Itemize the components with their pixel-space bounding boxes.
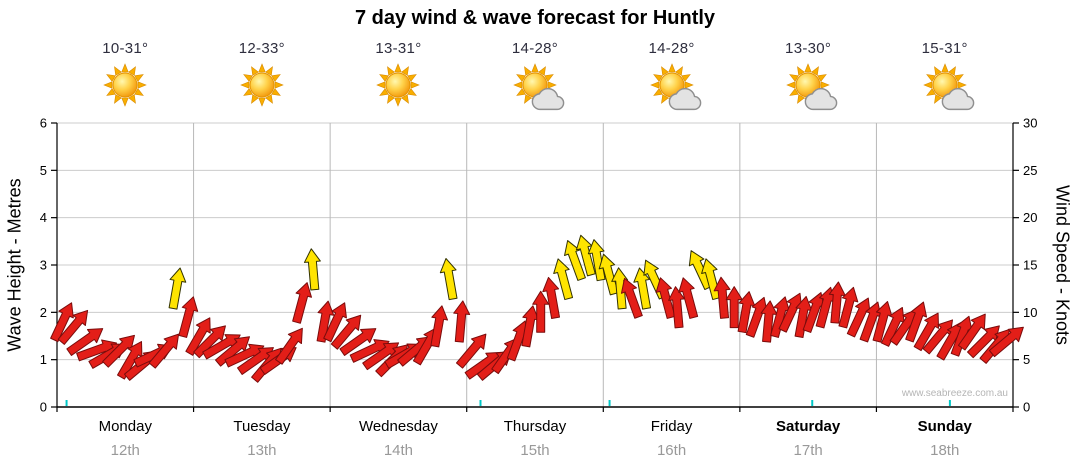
right-axis-title: Wind Speed - Knots [1052,184,1073,346]
wind-arrow [913,312,940,352]
wind-arrow [323,302,347,343]
wind-arrow [303,248,321,291]
day-label-saturday: Saturday [776,418,841,435]
day-date: 16th [657,442,686,459]
day-label-thursday: Thursday [504,418,567,435]
wind-arrow [542,276,561,319]
day-label-wednesday: Wednesday [359,418,438,435]
day-date: 15th [520,442,549,459]
watermark: www.seabreeze.com.au [901,388,1008,399]
left-axis-tick-label: 1 [40,352,47,367]
wind-arrow [688,250,713,291]
wind-arrow [178,296,199,338]
wind-arrow [339,328,377,356]
left-axis-tick-label: 5 [40,163,47,178]
wind-arrow [148,333,180,369]
wind-arrow [553,258,574,301]
wind-arrow [275,327,303,365]
day-date: 14th [384,442,413,459]
day-label-sunday: Sunday [918,418,973,435]
wind-arrow [988,326,1024,358]
right-axis-tick-label: 25 [1023,163,1037,178]
day-date: 18th [930,442,959,459]
wind-arrow [587,239,606,282]
wind-arrow [633,267,652,310]
wind-arrow [185,317,211,356]
right-axis-tick-label: 20 [1023,210,1037,225]
left-axis-tick-label: 4 [40,210,47,225]
wind-arrow [620,277,643,319]
day-date: 17th [794,442,823,459]
left-axis-tick-label: 0 [40,400,47,415]
wind-arrow [678,277,699,319]
wind-arrow [455,333,487,369]
right-axis-tick-label: 10 [1023,305,1037,320]
wind-arrow [57,309,89,345]
wind-arrow [168,267,187,310]
wind-arrow [50,302,74,343]
day-label-friday: Friday [651,418,693,435]
wind-arrow [838,286,859,329]
wind-arrow [532,290,550,333]
left-axis-tick-label: 3 [40,258,47,273]
wind-arrow [668,286,686,329]
wind-arrow [598,253,619,296]
right-axis-tick-label: 5 [1023,352,1030,367]
wind-arrow [564,240,586,281]
page-title: 7 day wind & wave forecast for Huntly [354,7,716,29]
wind-arrow [713,276,731,319]
wind-arrow [439,258,458,301]
wind-arrow [905,301,928,343]
day-label-monday: Monday [99,418,153,435]
day-label-tuesday: Tuesday [233,418,290,435]
right-axis-tick-label: 0 [1023,400,1030,415]
wind-arrow [453,300,471,343]
wind-arrow [330,314,362,350]
wind-arrow [193,325,226,359]
day-date: 13th [247,442,276,459]
wind-arrow [66,328,104,356]
wind-arrow [957,313,986,351]
wind-arrow [430,305,449,348]
left-axis-title: Wave Height - Metres [4,178,25,352]
wind-arrow [316,300,335,343]
left-axis-tick-label: 2 [40,305,47,320]
wind-arrow [292,282,312,324]
right-axis-tick-label: 30 [1023,116,1037,131]
day-date: 12th [111,442,140,459]
wind-arrow [655,277,676,319]
left-axis-tick-label: 6 [40,116,47,131]
right-axis-tick-label: 15 [1023,258,1037,273]
